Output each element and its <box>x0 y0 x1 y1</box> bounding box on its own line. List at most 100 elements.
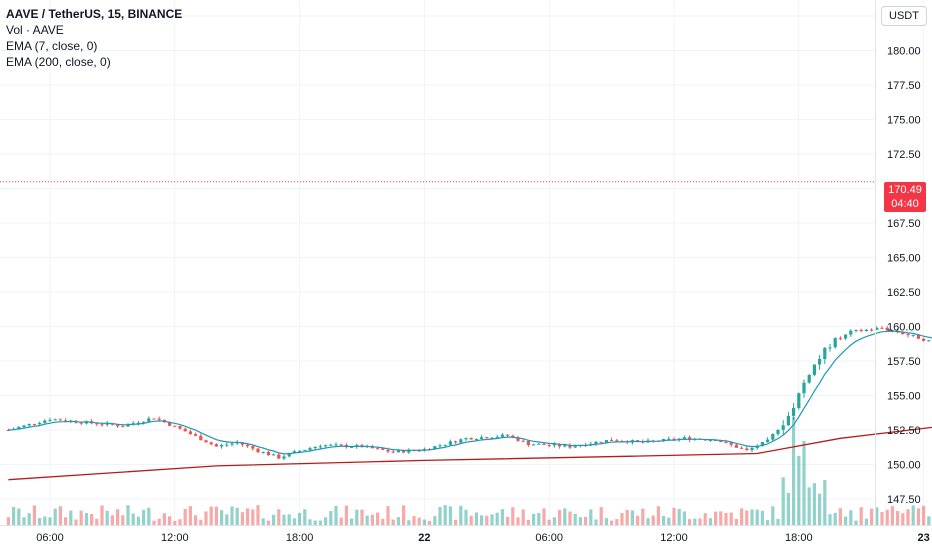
candle-body <box>277 454 281 459</box>
volume-bar <box>703 513 707 525</box>
candle-body <box>469 437 473 440</box>
legend-ema-7[interactable]: EMA (7, close, 0) <box>6 39 98 53</box>
volume-bar <box>422 519 426 525</box>
candle-body <box>204 440 208 443</box>
volume-bar <box>542 508 546 525</box>
volume-bar <box>256 505 260 525</box>
candle-body <box>500 434 504 437</box>
volume-bar <box>833 512 837 525</box>
candle-body <box>537 443 541 445</box>
volume-bar <box>220 510 224 525</box>
candle-body <box>438 445 442 447</box>
last-price-value: 170.49 <box>888 184 922 196</box>
candle-body <box>568 445 572 448</box>
volume-bar <box>162 513 166 525</box>
volume-bar <box>100 505 104 525</box>
volume-bar <box>27 513 31 525</box>
candle-body <box>448 441 452 445</box>
volume-bar <box>334 505 338 525</box>
candle-body <box>786 415 790 426</box>
legend-ema-200[interactable]: EMA (200, close, 0) <box>6 55 111 69</box>
volume-bar <box>443 505 447 525</box>
volume-bar <box>714 511 718 525</box>
candle-body <box>230 443 234 445</box>
candle-body <box>521 440 525 442</box>
candle-body <box>511 435 515 438</box>
volume-bar <box>147 507 151 525</box>
price-tick-label: 152.50 <box>887 425 921 437</box>
candle-body <box>402 450 406 453</box>
candle-body <box>32 423 36 425</box>
volume-bar <box>308 519 312 525</box>
candle-body <box>495 436 499 438</box>
candle-body <box>916 334 920 339</box>
candle-body <box>833 338 837 348</box>
volume-bar <box>469 515 473 525</box>
candle-body <box>854 330 858 332</box>
candle-body <box>724 442 728 444</box>
candle-body <box>802 382 806 394</box>
candle-body <box>178 425 182 429</box>
candle-body <box>287 453 291 457</box>
volume-bar <box>625 509 629 525</box>
volume-bar <box>922 505 926 525</box>
legend-volume[interactable]: Vol · AAVE <box>6 23 64 37</box>
volume-bar <box>157 518 161 525</box>
candle-body <box>443 444 447 446</box>
time-axis[interactable]: 06:0012:0018:002206:0012:0018:002306:001… <box>36 532 932 544</box>
volume-bar <box>547 519 551 525</box>
volume-bar <box>324 517 328 525</box>
candle-body <box>880 327 884 329</box>
volume-bar <box>17 508 21 525</box>
candle-body <box>490 437 494 439</box>
ema-200-line <box>8 426 932 481</box>
volume-bar <box>537 513 541 525</box>
volume-bar <box>729 512 733 525</box>
volume-bar <box>225 514 229 525</box>
grid <box>0 0 925 525</box>
volume-bar <box>53 508 57 525</box>
time-tick-label: 22 <box>418 532 430 544</box>
volume-bar <box>584 517 588 525</box>
volume-bar <box>136 516 140 525</box>
volume-bar <box>459 505 463 525</box>
candle-body <box>318 446 322 448</box>
volume-bar <box>870 508 874 525</box>
candle-body <box>844 334 848 339</box>
symbol-title[interactable]: AAVE / TetherUS, 15, BINANCE <box>6 7 183 21</box>
volume-bar <box>511 507 515 525</box>
candle-body <box>220 445 224 447</box>
volume-bar <box>724 512 728 525</box>
volume-bar <box>38 517 42 525</box>
volume-bar <box>677 508 681 525</box>
volume-bar <box>610 520 614 525</box>
volume-bar <box>719 511 723 525</box>
currency-button[interactable]: USDT <box>881 6 927 26</box>
candle-body <box>459 439 463 443</box>
candle-body <box>776 429 780 434</box>
candle-body <box>797 393 801 408</box>
volume-bar <box>142 509 146 525</box>
price-tick-label: 177.50 <box>887 80 921 92</box>
volume-bar <box>521 509 525 525</box>
volume-bar <box>194 515 198 525</box>
time-tick-label: 06:00 <box>36 532 64 544</box>
candle-body <box>147 418 151 422</box>
candle-body <box>532 444 536 446</box>
volume-bar <box>745 510 749 525</box>
price-tick-label: 167.50 <box>887 218 921 230</box>
volume-bar <box>755 509 759 525</box>
candle-body <box>27 423 31 426</box>
volume-bar <box>901 513 905 525</box>
volume-bar <box>578 517 582 525</box>
volume-bar <box>386 506 390 525</box>
candle-body <box>168 422 172 426</box>
volume-bar <box>407 520 411 525</box>
price-axis[interactable]: 147.50 150.00 152.50 155.00 157.50 160.00 162.… <box>887 11 921 506</box>
candle-body <box>266 451 270 456</box>
candle-body <box>552 444 556 446</box>
volume-bar <box>350 518 354 525</box>
volume-bar <box>864 518 868 525</box>
volume-bar <box>43 516 47 525</box>
